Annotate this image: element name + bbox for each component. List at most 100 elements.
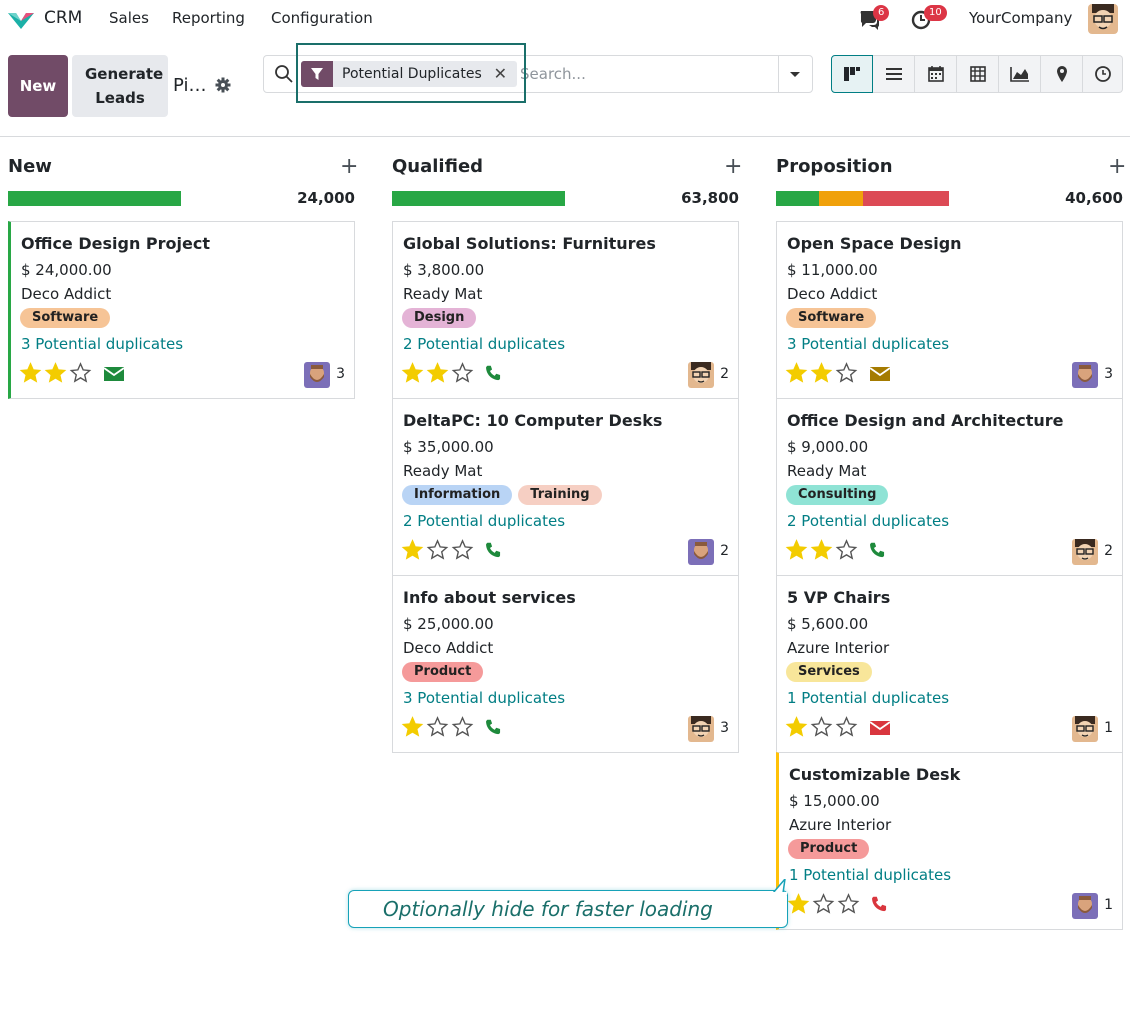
phone-icon[interactable]: [485, 364, 507, 384]
star-empty-icon[interactable]: [69, 362, 92, 384]
generate-leads-button[interactable]: Generate Leads: [72, 55, 168, 117]
activity-view-button[interactable]: [1083, 55, 1123, 93]
add-card-icon[interactable]: +: [1108, 154, 1127, 179]
potential-duplicates-link[interactable]: 2 Potential duplicates: [403, 512, 566, 530]
graph-view-button[interactable]: [999, 55, 1041, 93]
star-empty-icon[interactable]: [426, 716, 449, 738]
star-empty-icon[interactable]: [812, 893, 835, 915]
star-filled-icon[interactable]: [44, 362, 67, 384]
column-progress-bar[interactable]: [8, 191, 181, 206]
salesperson-avatar[interactable]: [304, 362, 330, 388]
envelope-icon[interactable]: [869, 718, 891, 738]
column-progress-bar[interactable]: [776, 191, 949, 206]
card-title: Info about services: [403, 588, 576, 607]
envelope-icon[interactable]: [103, 364, 125, 384]
potential-duplicates-link[interactable]: 3 Potential duplicates: [403, 689, 566, 707]
progress-segment[interactable]: [8, 191, 181, 206]
calendar-view-button[interactable]: [915, 55, 957, 93]
star-filled-icon[interactable]: [401, 716, 424, 738]
star-filled-icon[interactable]: [785, 539, 808, 561]
kanban-view-button[interactable]: [831, 55, 873, 93]
star-filled-icon[interactable]: [426, 362, 449, 384]
salesperson-avatar[interactable]: [688, 539, 714, 565]
salesperson-avatar[interactable]: [1072, 539, 1098, 565]
star-filled-icon[interactable]: [810, 539, 833, 561]
star-filled-icon[interactable]: [787, 893, 810, 915]
salesperson-avatar[interactable]: [1072, 362, 1098, 388]
column-title[interactable]: Proposition: [776, 156, 893, 177]
add-card-icon[interactable]: +: [724, 154, 743, 179]
column-title[interactable]: Qualified: [392, 156, 484, 177]
star-empty-icon[interactable]: [837, 893, 860, 915]
potential-duplicates-link[interactable]: 1 Potential duplicates: [787, 689, 950, 707]
progress-segment[interactable]: [862, 191, 949, 206]
breadcrumb[interactable]: Pi…: [173, 75, 207, 96]
crm-logo-icon[interactable]: [6, 7, 36, 31]
column-title[interactable]: New: [8, 156, 52, 177]
kanban-card[interactable]: Office Design Project $ 24,000.00 Deco Add…: [8, 221, 355, 399]
pivot-view-button[interactable]: [957, 55, 999, 93]
card-title: Global Solutions: Furnitures: [403, 234, 656, 253]
progress-segment[interactable]: [392, 191, 565, 206]
kanban-card[interactable]: 5 VP Chairs $ 5,600.00 Azure Interior Servi…: [776, 575, 1123, 753]
card-partner: Deco Addict: [787, 285, 878, 303]
chat-icon[interactable]: [857, 8, 881, 30]
add-card-icon[interactable]: +: [340, 154, 359, 179]
phone-icon[interactable]: [485, 541, 507, 561]
star-empty-icon[interactable]: [835, 716, 858, 738]
star-empty-icon[interactable]: [835, 362, 858, 384]
star-empty-icon[interactable]: [426, 539, 449, 561]
star-filled-icon[interactable]: [810, 362, 833, 384]
kanban-card[interactable]: Open Space Design $ 11,000.00 Deco Addict S…: [776, 221, 1123, 399]
star-empty-icon[interactable]: [451, 716, 474, 738]
search-bar: [263, 55, 813, 93]
star-filled-icon[interactable]: [785, 362, 808, 384]
phone-icon[interactable]: [871, 895, 893, 915]
company-switcher[interactable]: YourCompany: [969, 9, 1073, 27]
star-filled-icon[interactable]: [19, 362, 42, 384]
star-empty-icon[interactable]: [835, 539, 858, 561]
user-avatar[interactable]: [1088, 4, 1118, 34]
envelope-icon[interactable]: [869, 364, 891, 384]
column-progress-bar[interactable]: [392, 191, 565, 206]
star-empty-icon[interactable]: [451, 539, 474, 561]
map-view-button[interactable]: [1041, 55, 1083, 93]
tag: Product: [402, 662, 484, 682]
menu-sales[interactable]: Sales: [109, 9, 149, 27]
progress-segment[interactable]: [819, 191, 863, 206]
potential-duplicates-link[interactable]: 3 Potential duplicates: [21, 335, 184, 353]
progress-segment[interactable]: [776, 191, 820, 206]
star-filled-icon[interactable]: [785, 716, 808, 738]
salesperson-avatar[interactable]: [1072, 893, 1098, 919]
star-empty-icon[interactable]: [810, 716, 833, 738]
salesperson-avatar[interactable]: [688, 362, 714, 388]
tag: Design: [402, 308, 477, 328]
potential-duplicates-link[interactable]: 2 Potential duplicates: [787, 512, 950, 530]
salesperson-avatar[interactable]: [688, 716, 714, 742]
kanban-card[interactable]: Office Design and Architecture $ 9,000.00…: [776, 398, 1123, 576]
app-name[interactable]: CRM: [44, 8, 83, 28]
menu-reporting[interactable]: Reporting: [172, 9, 245, 27]
star-filled-icon[interactable]: [401, 362, 424, 384]
kanban-card[interactable]: Customizable Desk $ 15,000.00 Azure Interi…: [776, 752, 1123, 930]
star-empty-icon[interactable]: [451, 362, 474, 384]
salesperson-avatar[interactable]: [1072, 716, 1098, 742]
search-facet[interactable]: Potential Duplicates ✕: [301, 61, 517, 87]
new-button[interactable]: New: [8, 55, 68, 117]
menu-configuration[interactable]: Configuration: [271, 9, 373, 27]
kanban-card[interactable]: DeltaPC: 10 Computer Desks $ 35,000.00 Rea…: [392, 398, 739, 576]
remove-facet-icon[interactable]: ✕: [493, 64, 507, 83]
chevron-down-icon[interactable]: [786, 66, 804, 82]
star-filled-icon[interactable]: [401, 539, 424, 561]
phone-icon[interactable]: [869, 541, 891, 561]
kanban-card[interactable]: Global Solutions: Furnitures $ 3,800.00 Re…: [392, 221, 739, 399]
list-view-button[interactable]: [873, 55, 915, 93]
search-input[interactable]: [520, 62, 770, 86]
phone-icon[interactable]: [485, 718, 507, 738]
search-icon[interactable]: [274, 64, 294, 84]
potential-duplicates-link[interactable]: 1 Potential duplicates: [789, 866, 952, 884]
gear-icon[interactable]: [215, 77, 231, 93]
kanban-card[interactable]: Info about services $ 25,000.00 Deco Addic…: [392, 575, 739, 753]
potential-duplicates-link[interactable]: 3 Potential duplicates: [787, 335, 950, 353]
potential-duplicates-link[interactable]: 2 Potential duplicates: [403, 335, 566, 353]
